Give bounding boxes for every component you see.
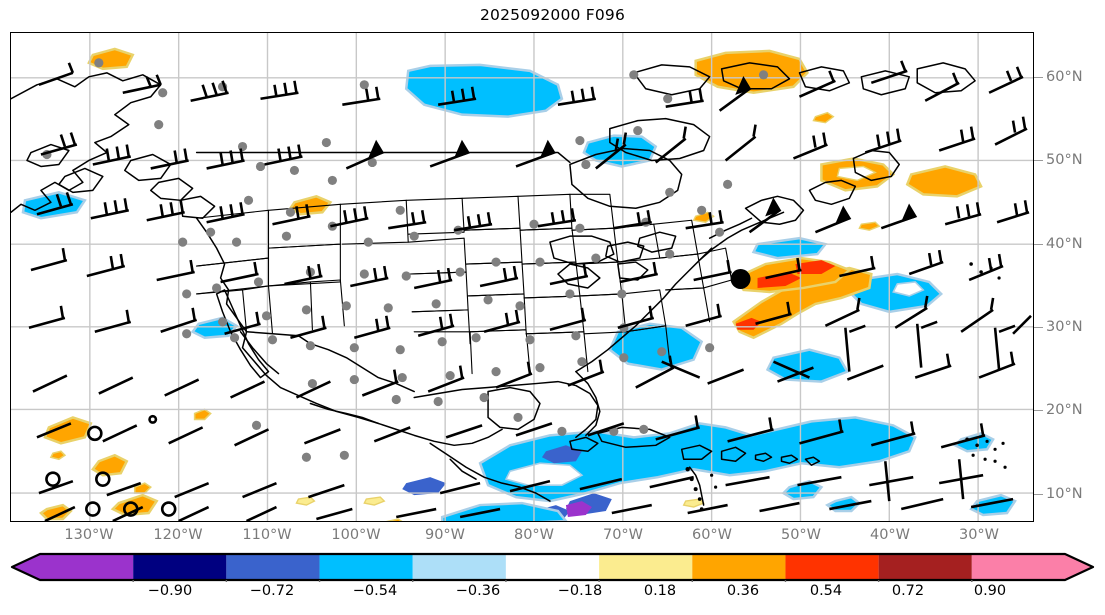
cb-tick-label-7: 0.54 — [809, 583, 843, 599]
shaded-anomaly-layer — [21, 47, 1017, 521]
lon-label-120W: 120°W — [153, 527, 203, 543]
lon-label-40W: 40°W — [869, 527, 911, 543]
lat-tick-60 — [1034, 77, 1043, 79]
calm-wind-circles — [45, 414, 177, 517]
lon-label-50W: 50°W — [780, 527, 822, 543]
lat-label-30: 30°N — [1046, 319, 1083, 335]
lat-tick-20 — [1034, 410, 1043, 412]
map-panel[interactable] — [10, 32, 1034, 522]
page-title: 2025092000 F096 — [479, 6, 626, 24]
lon-label-110W: 110°W — [242, 527, 292, 543]
cb-tick-label-4: −0.18 — [557, 583, 603, 599]
cb-tick-label-6: 0.36 — [726, 583, 760, 599]
lon-label-100W: 100°W — [331, 527, 381, 543]
colorbar-segments — [12, 554, 1093, 580]
lon-label-30W: 30°W — [958, 527, 1000, 543]
cb-tick-label-1: −0.72 — [249, 583, 295, 599]
cb-tick-label-3: −0.36 — [455, 583, 501, 599]
station-dots — [42, 58, 769, 462]
storm-center-marker[interactable] — [730, 269, 751, 289]
colorbar-ticks — [132, 580, 973, 582]
cb-tick-label-9: 0.90 — [973, 583, 1007, 599]
lon-label-80W: 80°W — [513, 527, 555, 543]
lat-label-20: 20°N — [1046, 402, 1083, 418]
cb-tick-label-0: −0.90 — [147, 583, 193, 599]
colorbar-outline — [10, 552, 1095, 582]
colorbar[interactable] — [10, 552, 1095, 582]
colorbar-canvas — [10, 552, 1095, 582]
lat-tick-30 — [1034, 327, 1043, 329]
map-canvas — [11, 33, 1033, 521]
lat-label-10: 10°N — [1046, 486, 1083, 502]
lat-tick-10 — [1034, 494, 1043, 496]
lat-tick-40 — [1034, 244, 1043, 246]
wind-barb-layer — [28, 60, 1032, 521]
lon-label-130W: 130°W — [64, 527, 114, 543]
lat-label-40: 40°N — [1046, 236, 1083, 252]
lat-label-60: 60°N — [1046, 69, 1083, 85]
lat-tick-50 — [1034, 160, 1043, 162]
lon-label-90W: 90°W — [424, 527, 466, 543]
cb-tick-label-5: 0.18 — [643, 583, 677, 599]
lat-label-50: 50°N — [1046, 152, 1083, 168]
lon-label-70W: 70°W — [602, 527, 644, 543]
cb-tick-label-8: 0.72 — [891, 583, 925, 599]
lon-label-60W: 60°W — [691, 527, 733, 543]
cb-tick-label-2: −0.54 — [352, 583, 398, 599]
